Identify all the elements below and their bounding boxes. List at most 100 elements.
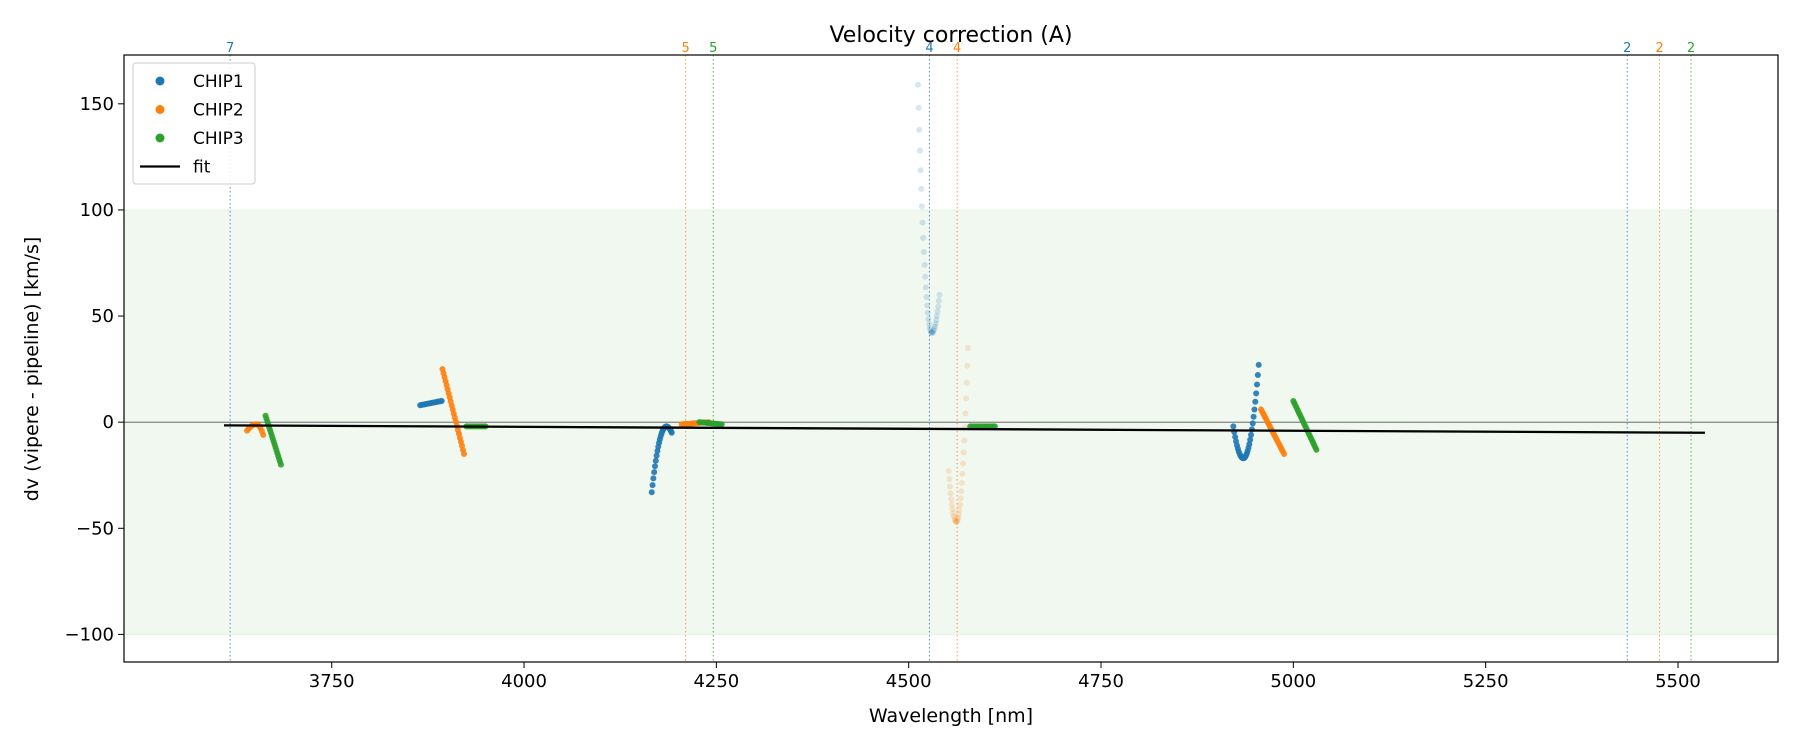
fit-line (224, 424, 1705, 434)
data-point (963, 395, 970, 402)
data-point (1230, 423, 1237, 430)
data-point (962, 410, 969, 417)
plot-frame (123, 54, 1779, 663)
data-point (649, 482, 656, 489)
data-point (958, 479, 965, 486)
data-point (923, 293, 930, 300)
legend-marker (155, 133, 165, 143)
data-point (931, 325, 938, 332)
data-point (922, 284, 929, 291)
data-point (1254, 381, 1261, 388)
data-point (926, 321, 933, 328)
data-point (1247, 436, 1254, 443)
legend-marker (155, 105, 165, 114)
order-marker-label: 2 (1623, 41, 1631, 56)
data-point (1254, 371, 1261, 378)
y-axis-label: dv (vipere - pipeline) [km/s] (21, 237, 43, 502)
data-point (1250, 413, 1257, 420)
data-point (914, 81, 921, 88)
data-point (1253, 390, 1260, 397)
data-point (947, 490, 954, 497)
data-point (950, 510, 957, 517)
data-point (921, 261, 928, 268)
data-point (951, 515, 958, 522)
data-point (651, 463, 658, 470)
order-marker-label: 5 (709, 41, 717, 56)
data-point (1252, 398, 1259, 405)
data-point (915, 104, 922, 111)
data-point (960, 460, 967, 467)
x-tick-label: 3750 (309, 671, 355, 692)
data-point (1313, 446, 1320, 453)
data-point (935, 297, 942, 304)
data-point (920, 248, 927, 255)
data-point (961, 437, 968, 444)
y-tick-label: 0 (103, 412, 114, 433)
legend-label: fit (193, 158, 211, 178)
data-point (930, 328, 937, 335)
data-point (651, 469, 658, 476)
data-point (927, 327, 934, 334)
data-point (1249, 420, 1256, 427)
data-point (935, 303, 942, 310)
data-point (955, 511, 962, 518)
data-point (652, 457, 659, 464)
data-point (933, 317, 940, 324)
data-point (952, 518, 959, 525)
order-marker-label: 5 (681, 41, 689, 56)
data-point (991, 423, 998, 430)
data-point (956, 506, 963, 513)
data-point (926, 324, 933, 331)
x-axis-label: Wavelength [nm] (869, 705, 1033, 727)
data-point (955, 514, 962, 521)
x-tick-label: 4500 (886, 671, 932, 692)
data-point (461, 451, 468, 458)
data-point (957, 501, 964, 508)
data-point (958, 488, 965, 495)
data-point (924, 309, 931, 316)
y-tick-label: −50 (76, 518, 114, 539)
data-point (964, 362, 971, 369)
x-tick-label: 4000 (501, 671, 547, 692)
data-point (718, 421, 725, 428)
data-point (945, 467, 952, 474)
chart-title: Velocity correction (A) (829, 23, 1072, 48)
data-point (963, 379, 970, 386)
data-point (964, 344, 971, 351)
data-point (916, 126, 923, 133)
data-point (932, 320, 939, 327)
data-point (1248, 431, 1255, 438)
data-point (931, 323, 938, 330)
data-point (954, 516, 961, 523)
legend-box (132, 62, 256, 185)
data-point (930, 327, 937, 334)
order-marker-label: 7 (226, 41, 234, 56)
data-point (260, 431, 267, 438)
data-point (668, 429, 675, 436)
data-point (959, 470, 966, 477)
data-point (918, 203, 925, 210)
data-point (925, 315, 932, 322)
data-point (948, 501, 955, 508)
data-point (438, 397, 445, 404)
x-tick-label: 5000 (1270, 671, 1316, 692)
data-point (948, 496, 955, 503)
data-point (650, 475, 657, 482)
order-marker-label: 4 (925, 41, 933, 56)
data-point (919, 219, 926, 226)
data-point (936, 291, 943, 298)
legend-label: CHIP1 (193, 72, 244, 92)
data-point (918, 185, 925, 192)
data-point (653, 452, 660, 459)
order-marker-label: 2 (1687, 41, 1695, 56)
x-tick-label: 4250 (693, 671, 739, 692)
data-point (1281, 451, 1288, 458)
data-point (952, 517, 959, 524)
data-point (950, 513, 957, 520)
data-point (949, 506, 956, 513)
data-point (916, 147, 923, 154)
data-point (933, 313, 940, 320)
data-point (924, 302, 931, 309)
data-point (946, 483, 953, 490)
